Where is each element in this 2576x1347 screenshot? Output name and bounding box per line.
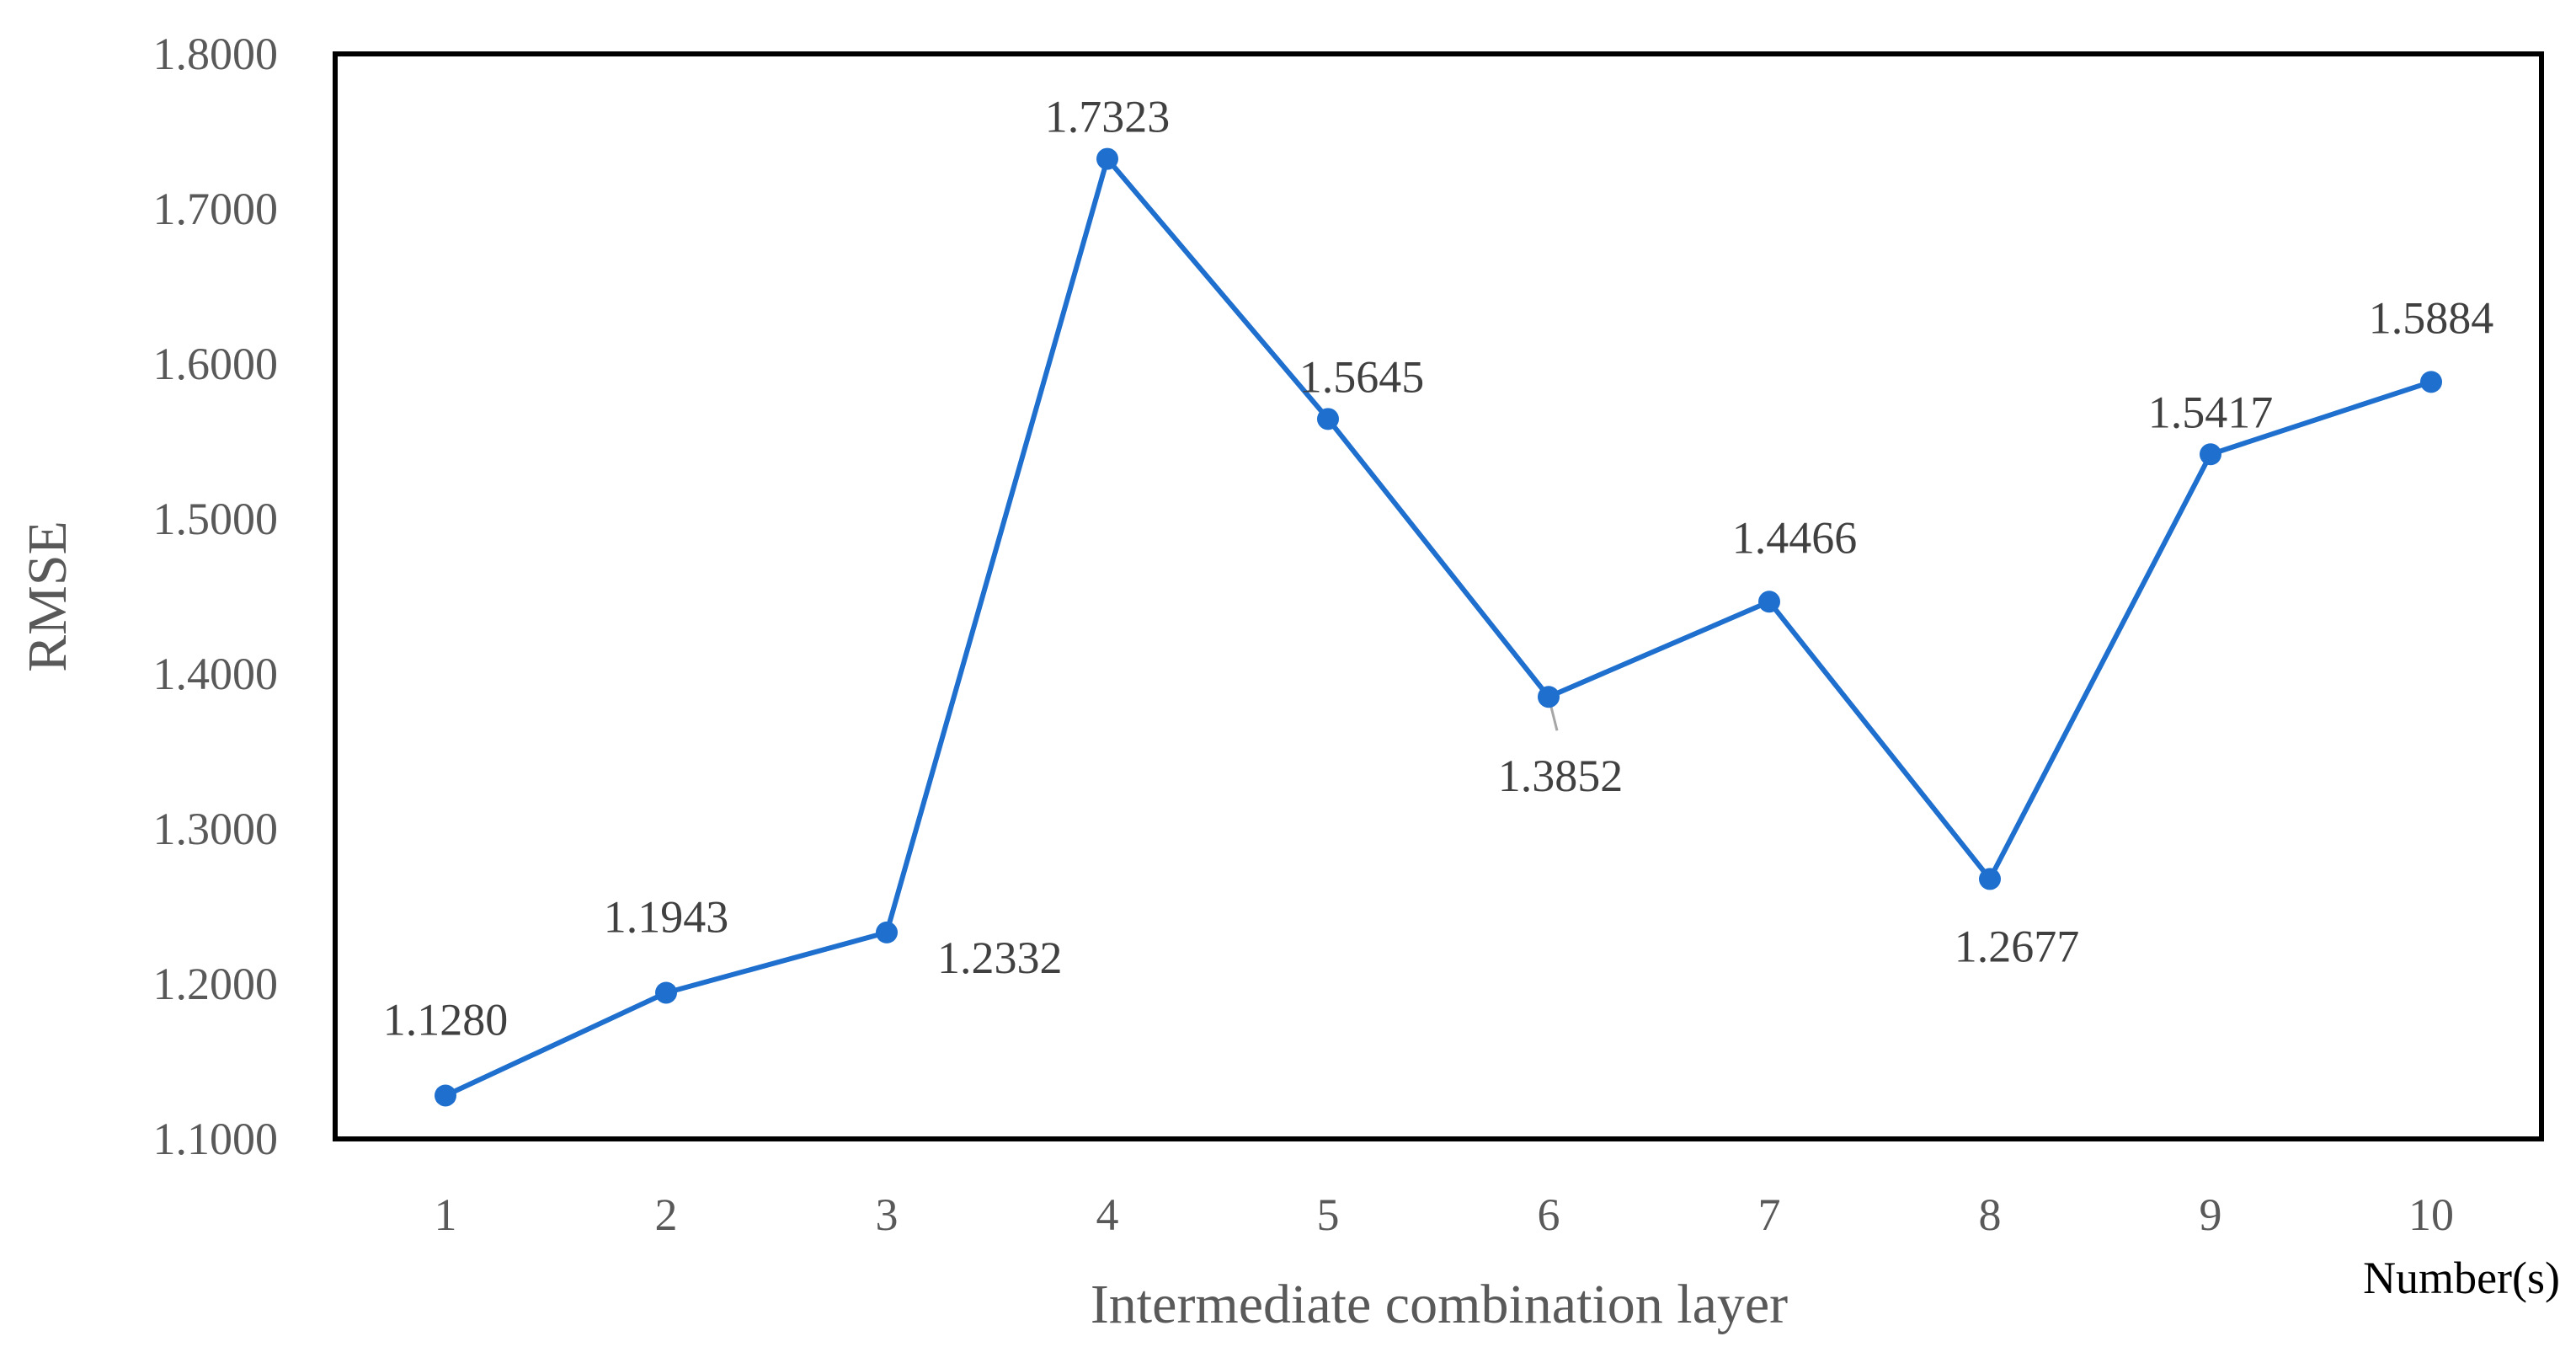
y-tick-label: 1.7000	[153, 184, 279, 234]
x-tick-label: 10	[2408, 1189, 2454, 1240]
data-label: 1.1943	[604, 891, 729, 942]
series-line-group	[444, 156, 2432, 1098]
data-label: 1.5645	[1299, 351, 1425, 402]
y-tick-label: 1.5000	[153, 494, 279, 544]
y-tick-label: 1.1000	[153, 1114, 279, 1164]
data-label: 1.2677	[1955, 921, 2080, 971]
y-tick-label: 1.4000	[153, 649, 279, 699]
data-label: 1.2332	[937, 933, 1063, 983]
y-tick-label: 1.2000	[153, 959, 279, 1009]
y-tick-label: 1.8000	[153, 29, 279, 79]
x-axis-title: Intermediate combination layer	[1091, 1274, 1788, 1335]
x-axis-tick-labels: 1 2 3 4 5 6 7 8 9 10	[435, 1189, 2455, 1240]
x-tick-label: 5	[1317, 1189, 1340, 1240]
data-label: 1.5417	[2148, 387, 2274, 437]
data-points	[435, 147, 2442, 1107]
data-point	[435, 1084, 456, 1107]
x-tick-label: 3	[876, 1189, 899, 1240]
data-label: 1.5884	[2369, 292, 2494, 343]
data-label: 1.1280	[383, 994, 509, 1045]
data-label: 1.3852	[1498, 751, 1624, 801]
x-tick-label: 6	[1538, 1189, 1560, 1240]
data-point	[1758, 591, 1780, 613]
x-tick-label: 2	[655, 1189, 678, 1240]
y-axis-tick-labels: 1.1000 1.2000 1.3000 1.4000 1.5000 1.6000 1.70…	[153, 29, 279, 1164]
data-point	[1317, 408, 1339, 430]
x-tick-label: 4	[1096, 1189, 1119, 1240]
y-tick-label: 1.6000	[153, 339, 279, 389]
data-point	[1096, 147, 1118, 170]
plot-frame	[333, 51, 2544, 1141]
data-point	[2420, 371, 2442, 393]
x-tick-label: 1	[435, 1189, 457, 1240]
y-tick-label: 1.3000	[153, 804, 279, 854]
data-label: 1.4466	[1732, 512, 1858, 563]
data-labels: 1.1280 1.1943 1.2332 1.7323 1.5645 1.3852 1.44…	[383, 92, 2494, 1045]
data-point	[1979, 868, 2001, 890]
x-tick-label: 7	[1758, 1189, 1781, 1240]
x-axis-unit-label: Number(s)	[2363, 1253, 2560, 1303]
x-tick-label: 9	[2200, 1189, 2222, 1240]
data-label: 1.7323	[1045, 92, 1171, 142]
series-line	[444, 156, 2432, 1098]
data-point	[876, 921, 898, 943]
x-tick-label: 8	[1979, 1189, 2002, 1240]
data-point	[2200, 443, 2221, 466]
data-point	[1538, 686, 1560, 708]
y-axis-title: RMSE	[17, 521, 78, 672]
data-point	[655, 981, 677, 1004]
